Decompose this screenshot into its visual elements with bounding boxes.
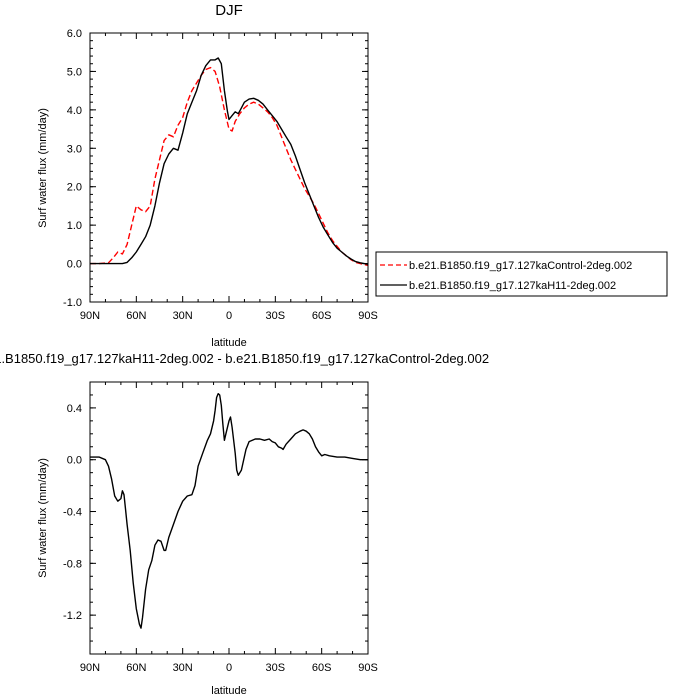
panel-bottom-frame: [89, 381, 369, 655]
y-tick-label: -0.8: [63, 558, 82, 570]
panel-bottom-y-axis-label: Surf water flux (mm/day): [37, 458, 49, 578]
y-tick-label: 4.0: [67, 105, 82, 117]
panel-bottom-y-tick-labels: 0.4 0.0 -0.4 -0.8 -1.2: [63, 403, 82, 622]
x-tick-label: 60N: [126, 310, 146, 322]
x-tick-label: 90N: [80, 662, 100, 674]
panel-top-x-tick-labels: 90N 60N 30N 0 30S 60S 90S: [80, 310, 378, 322]
panel-top-lines: [90, 57, 369, 267]
x-tick-label: 90S: [358, 310, 378, 322]
panel-bottom-ticks: [89, 381, 369, 655]
legend-label-h11: b.e21.B1850.f19_g17.127kaH11-2deg.002: [409, 280, 616, 292]
y-tick-label: 5.0: [67, 66, 82, 78]
y-tick-label: 0.0: [67, 259, 82, 271]
panel-top-y-axis-label: Surf water flux (mm/day): [37, 108, 49, 228]
x-tick-label: 90N: [80, 310, 100, 322]
y-tick-label: 3.0: [67, 143, 82, 155]
y-tick-label: -1.2: [63, 610, 82, 622]
legend: b.e21.B1850.f19_g17.127kaControl-2deg.00…: [375, 251, 668, 297]
series-line-0: [90, 393, 368, 629]
panel-bottom: b.e21.B1850.f19_g17.127kaH11-2deg.002 - …: [0, 351, 489, 697]
y-tick-label: 0.0: [67, 455, 82, 467]
x-tick-label: 60N: [126, 662, 146, 674]
x-tick-label: 60S: [312, 310, 332, 322]
x-tick-label: 90S: [358, 662, 378, 674]
legend-label-control: b.e21.B1850.f19_g17.127kaControl-2deg.00…: [409, 260, 632, 272]
panel-top-x-axis-label: latitude: [211, 337, 246, 349]
y-tick-label: 2.0: [67, 182, 82, 194]
x-tick-label: 60S: [312, 662, 332, 674]
panel-bottom-x-tick-labels: 90N 60N 30N 0 30S 60S 90S: [80, 662, 378, 674]
y-tick-label: 0.4: [67, 403, 82, 415]
series-line-1: [90, 57, 369, 265]
x-tick-label: 30S: [266, 310, 286, 322]
panel-top-frame: [89, 32, 369, 303]
y-tick-label: -0.4: [63, 507, 82, 519]
panel-top-ticks: [89, 32, 369, 303]
y-tick-label: -1.0: [63, 297, 82, 309]
panel-bottom-x-axis-label: latitude: [211, 685, 246, 697]
panel-top-title: DJF: [215, 2, 243, 19]
panel-top-y-tick-labels: -1.0 0.0 1.0 2.0 3.0 4.0 5.0 6.0: [63, 28, 82, 309]
panel-bottom-lines: [90, 393, 368, 629]
x-tick-label: 0: [226, 310, 232, 322]
legend-box: [375, 251, 668, 297]
x-tick-label: 30S: [266, 662, 286, 674]
x-tick-label: 30N: [173, 310, 193, 322]
panel-bottom-title: b.e21.B1850.f19_g17.127kaH11-2deg.002 - …: [0, 351, 489, 366]
panel-top: DJF 90N 60N 30N 0 30S 60S 90S -1.0 0.0 1.0 2.0 3.0…: [37, 2, 378, 349]
x-tick-label: 30N: [173, 662, 193, 674]
y-tick-label: 1.0: [67, 220, 82, 232]
x-tick-label: 0: [226, 662, 232, 674]
series-line-0: [90, 66, 369, 267]
y-tick-label: 6.0: [67, 28, 82, 40]
